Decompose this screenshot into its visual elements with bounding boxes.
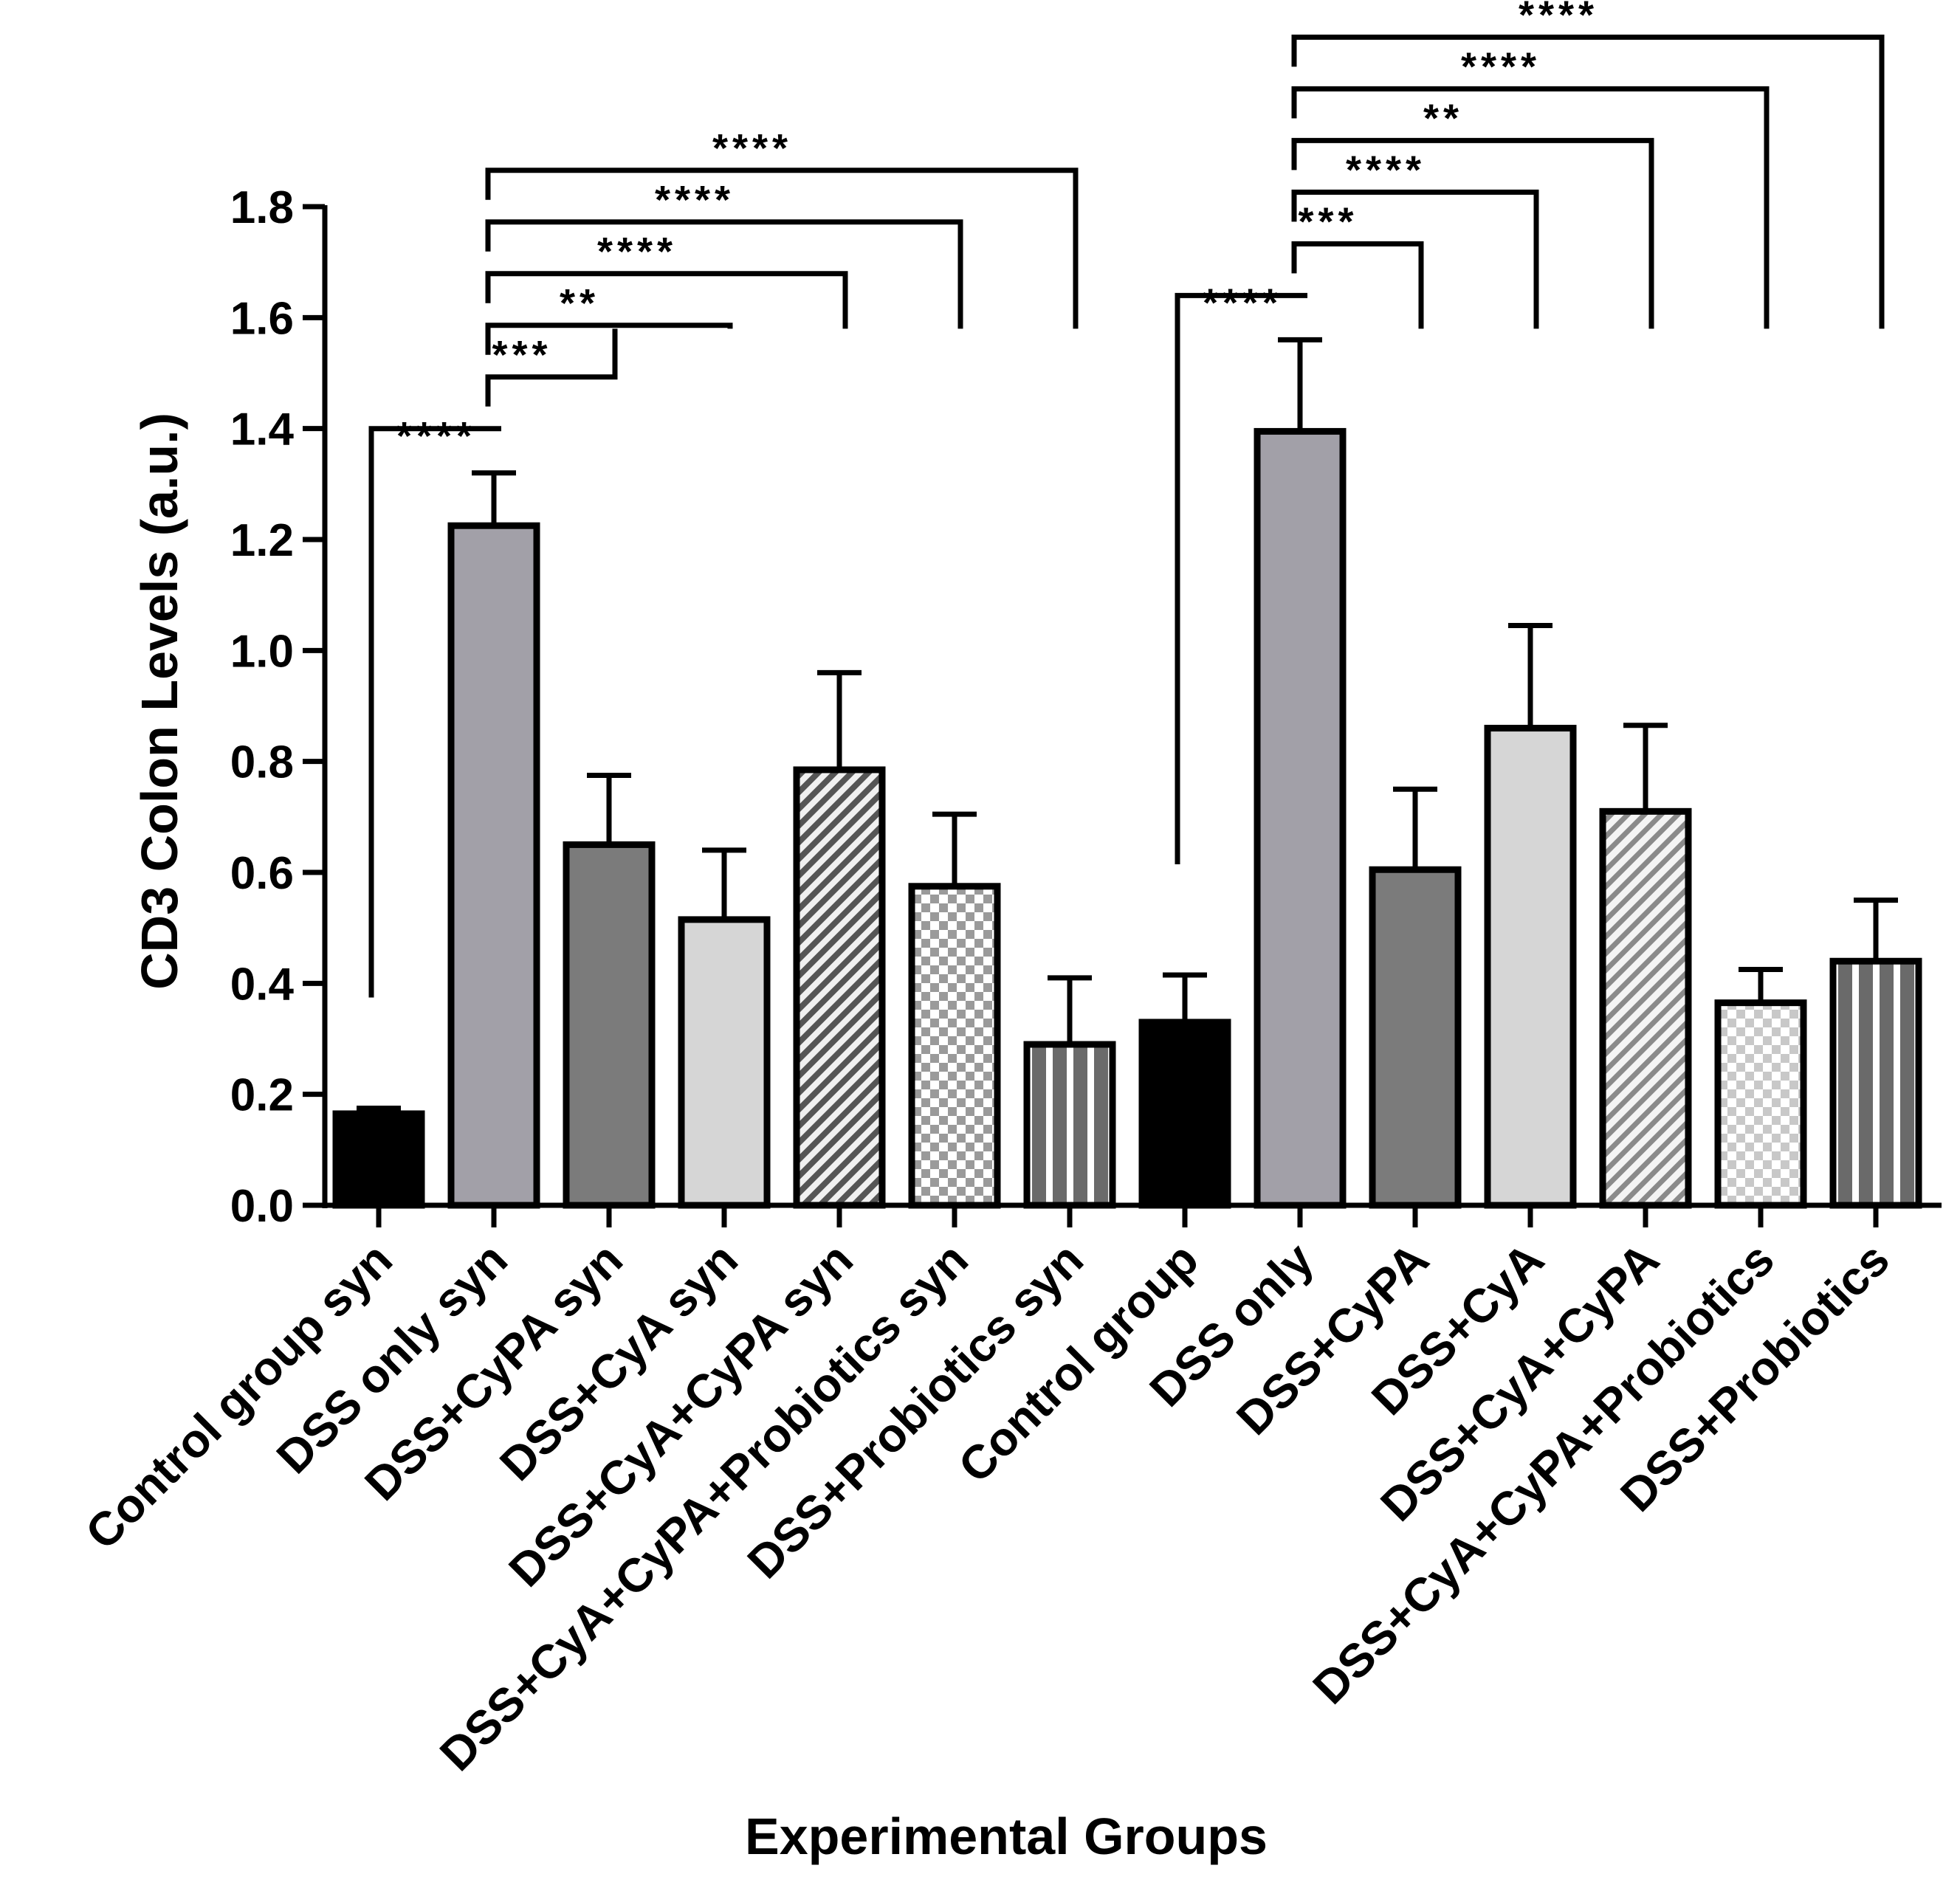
y-axis: 0.0 0.2 0.4 0.6 0.8 1.0 1.2 1.4 1.6 1.8 <box>230 182 328 1232</box>
sig-label: ** <box>1423 96 1463 140</box>
bar <box>908 883 1001 1209</box>
sig-bracket <box>1175 292 1307 865</box>
y-tick-label: 1.0 <box>230 626 294 677</box>
y-axis-title: CD3 Colon Levels (a.u.) <box>131 413 188 990</box>
x-axis-title: Experimental Groups <box>745 1808 1268 1865</box>
bar <box>1484 725 1577 1209</box>
bar <box>1599 807 1692 1209</box>
sig-label: **** <box>1203 280 1282 325</box>
sig-label: **** <box>712 126 792 170</box>
sig-label: **** <box>1519 0 1598 37</box>
y-tick-label: 1.2 <box>230 515 294 566</box>
y-tick-label: 0.0 <box>230 1181 294 1232</box>
sig-label: **** <box>597 230 677 274</box>
sig-label: **** <box>1346 148 1426 192</box>
sig-label: **** <box>655 178 735 222</box>
y-tick-label: 1.4 <box>230 404 295 455</box>
bar <box>1369 866 1462 1209</box>
bar <box>447 522 540 1209</box>
sig-bracket <box>1291 189 1539 329</box>
y-tick-label: 0.4 <box>230 959 295 1010</box>
bar <box>1254 427 1347 1209</box>
y-tick-label: 0.6 <box>230 848 294 899</box>
sig-bracket <box>368 426 501 998</box>
bar <box>563 841 656 1209</box>
bar <box>1714 999 1807 1209</box>
bars <box>332 337 1922 1209</box>
sig-bracket <box>485 168 1079 329</box>
y-tick-label: 0.2 <box>230 1070 294 1121</box>
sig-label: **** <box>396 414 476 458</box>
sig-label: ** <box>560 281 599 325</box>
sig-bracket <box>1291 137 1654 329</box>
bar <box>1138 1019 1231 1209</box>
y-tick-label: 1.6 <box>230 293 294 344</box>
y-tick-label: 1.8 <box>230 182 294 233</box>
sig-label: **** <box>1461 44 1541 89</box>
sig-bracket <box>1291 241 1424 329</box>
y-tick-label: 0.8 <box>230 737 294 788</box>
sig-bracket <box>1291 86 1770 329</box>
sig-bracket <box>1291 34 1885 329</box>
bar <box>332 1110 425 1209</box>
sig-bracket <box>485 219 963 329</box>
bar <box>1829 957 1922 1209</box>
significance-brackets: ****************************************… <box>368 0 1885 998</box>
sig-label: *** <box>1298 199 1358 244</box>
bar <box>678 916 771 1209</box>
sig-bracket <box>485 271 848 329</box>
sig-bracket <box>485 328 618 407</box>
sig-bracket <box>485 323 733 355</box>
bar <box>1023 1041 1116 1209</box>
sig-label: *** <box>492 333 551 377</box>
bar <box>793 766 886 1209</box>
